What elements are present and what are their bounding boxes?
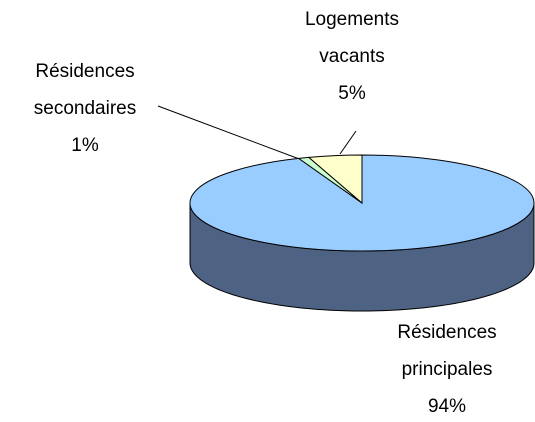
slice xyxy=(307,154,363,205)
percent-label: 94% xyxy=(427,396,467,417)
category-name: Logements vacants xyxy=(304,9,399,67)
slice-label: Résidences principales 94% xyxy=(372,314,522,422)
slice xyxy=(189,154,535,252)
category-name: Résidences secondaires xyxy=(33,61,137,119)
slice-label: Logements vacants 5% xyxy=(277,1,427,112)
slice-label: Résidences secondaires 1% xyxy=(10,53,160,164)
percent-label: 1% xyxy=(71,135,99,156)
category-name: Résidences principales xyxy=(397,322,497,380)
leader-line xyxy=(157,105,303,161)
percent-label: 5% xyxy=(338,83,366,104)
leader-line xyxy=(339,130,357,155)
